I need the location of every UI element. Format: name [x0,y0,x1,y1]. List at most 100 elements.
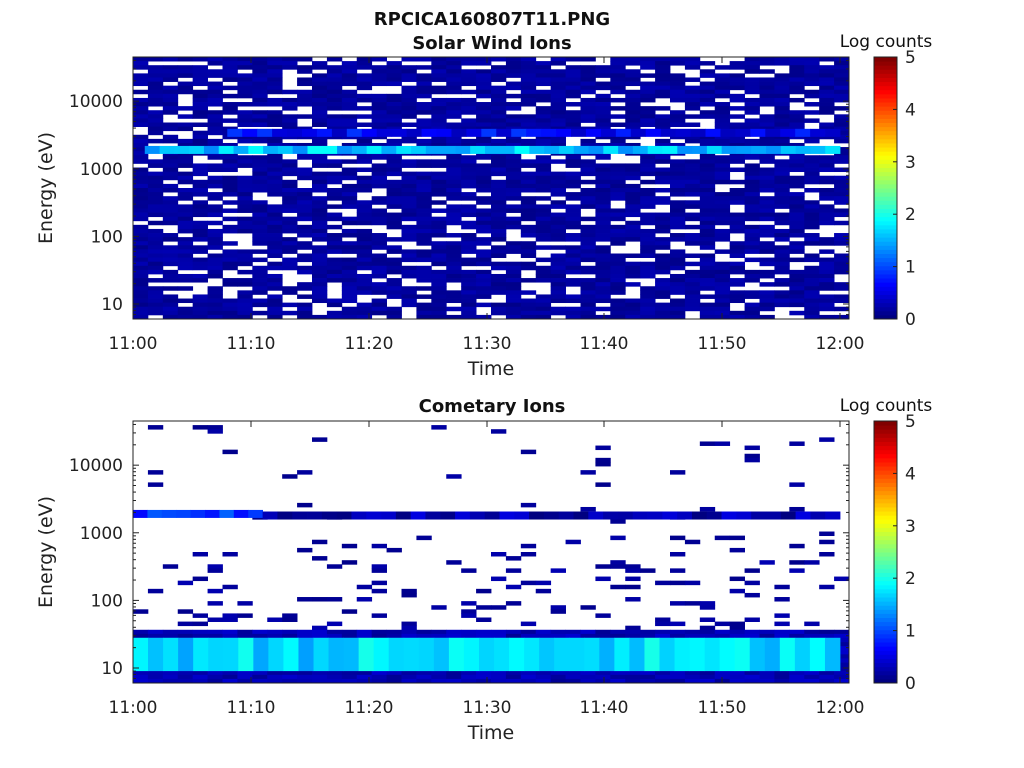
heatmap-cell [610,306,626,312]
heatmap-cell [520,224,537,230]
heatmap-cell [207,257,223,263]
heatmap-cell [312,298,328,304]
colorbar-segment [874,646,897,651]
heatmap-cell [267,241,283,246]
heatmap-cell [580,192,596,197]
heatmap-cell [550,290,566,295]
heatmap-cell [759,224,775,230]
heatmap-cell [699,253,716,258]
heatmap-cell [386,102,402,107]
heatmap-cell [312,142,328,148]
heatmap-band-cell [436,128,452,137]
heatmap-cell [774,171,790,177]
heatmap-cell [714,237,731,242]
x-tick-label: 11:10 [227,334,276,354]
heatmap-cell [640,196,656,201]
heatmap-cell [595,167,611,173]
heatmap-cell [699,204,716,209]
heatmap-cell [147,633,164,639]
heatmap-cell [416,306,432,312]
heatmap-cell [133,265,149,271]
heatmap-cell [312,237,328,242]
heatmap-cell [491,224,507,230]
heatmap-cell [341,183,358,189]
heatmap-cell [535,106,552,111]
heatmap-cell [386,306,402,312]
heatmap-cell [282,142,298,148]
heatmap-cell [356,97,373,103]
heatmap-cell [162,188,179,193]
heatmap-band-cell [705,128,721,137]
heatmap-cell [640,114,656,119]
heatmap-cell [491,200,507,205]
heatmap-cell [222,57,238,62]
heatmap-band-cell [825,145,841,154]
heatmap-band-cell [690,128,706,137]
heatmap-cell [133,273,149,279]
colorbar-segment [874,588,897,594]
heatmap-cell [133,212,149,218]
heatmap-cell [655,73,671,78]
heatmap-cell [341,73,358,78]
heatmap-cell [252,216,268,222]
heatmap-cell [595,175,611,181]
heatmap-cell [625,196,641,201]
heatmap-cell [133,81,149,87]
heatmap-cell [550,142,566,148]
heatmap-cell [386,678,402,684]
heatmap-cell [371,678,387,684]
heatmap-cell [595,183,611,189]
colorbar-segment [874,73,897,78]
heatmap-cell [237,269,253,275]
heatmap-cell [446,290,462,295]
heatmap-cell [356,204,373,209]
heatmap-cell [222,249,238,254]
heatmap-cell [401,114,417,119]
heatmap-cell [684,286,701,291]
heatmap-cell [222,282,238,287]
heatmap-cell [177,621,194,627]
heatmap-cell [252,69,268,74]
heatmap-cell [670,200,686,205]
heatmap-cell [580,290,596,295]
heatmap-cell [476,142,492,148]
heatmap-cell [461,57,477,62]
heatmap-cell [222,617,238,622]
heatmap-cell [446,175,462,181]
heatmap-cell [416,126,432,132]
heatmap-cell [640,163,656,168]
heatmap-cell [625,568,641,573]
heatmap-cell [640,245,656,250]
heatmap-cell [431,114,447,119]
heatmap-cell [729,167,745,173]
heatmap-cell [699,306,716,312]
heatmap-cell [267,118,283,123]
heatmap-band-cell [316,128,333,137]
heatmap-cell [670,110,686,115]
heatmap-cell [565,212,581,218]
heatmap-cell [699,601,716,606]
heatmap-cell [625,220,641,226]
heatmap-cell [580,314,596,320]
heatmap-cell [565,81,581,87]
heatmap-cell [804,73,820,78]
heatmap-cell [222,179,238,185]
heatmap-cell [386,286,402,291]
heatmap-cell [237,216,253,222]
heatmap-cell [356,261,373,267]
heatmap-cell [580,97,596,103]
heatmap-cell [789,97,805,103]
heatmap-cell [341,77,358,82]
heatmap-band-cell [451,128,467,137]
heatmap-cell [162,73,179,78]
heatmap-cell [147,249,164,254]
heatmap-cell [207,241,223,246]
heatmap-cell [267,69,283,74]
heatmap-cell [267,204,283,209]
heatmap-cell [610,122,626,127]
heatmap-cell [744,69,760,74]
heatmap-cell [282,57,298,62]
heatmap-cell [177,192,194,197]
heatmap-cell [297,314,313,320]
heatmap-cell [804,306,820,312]
